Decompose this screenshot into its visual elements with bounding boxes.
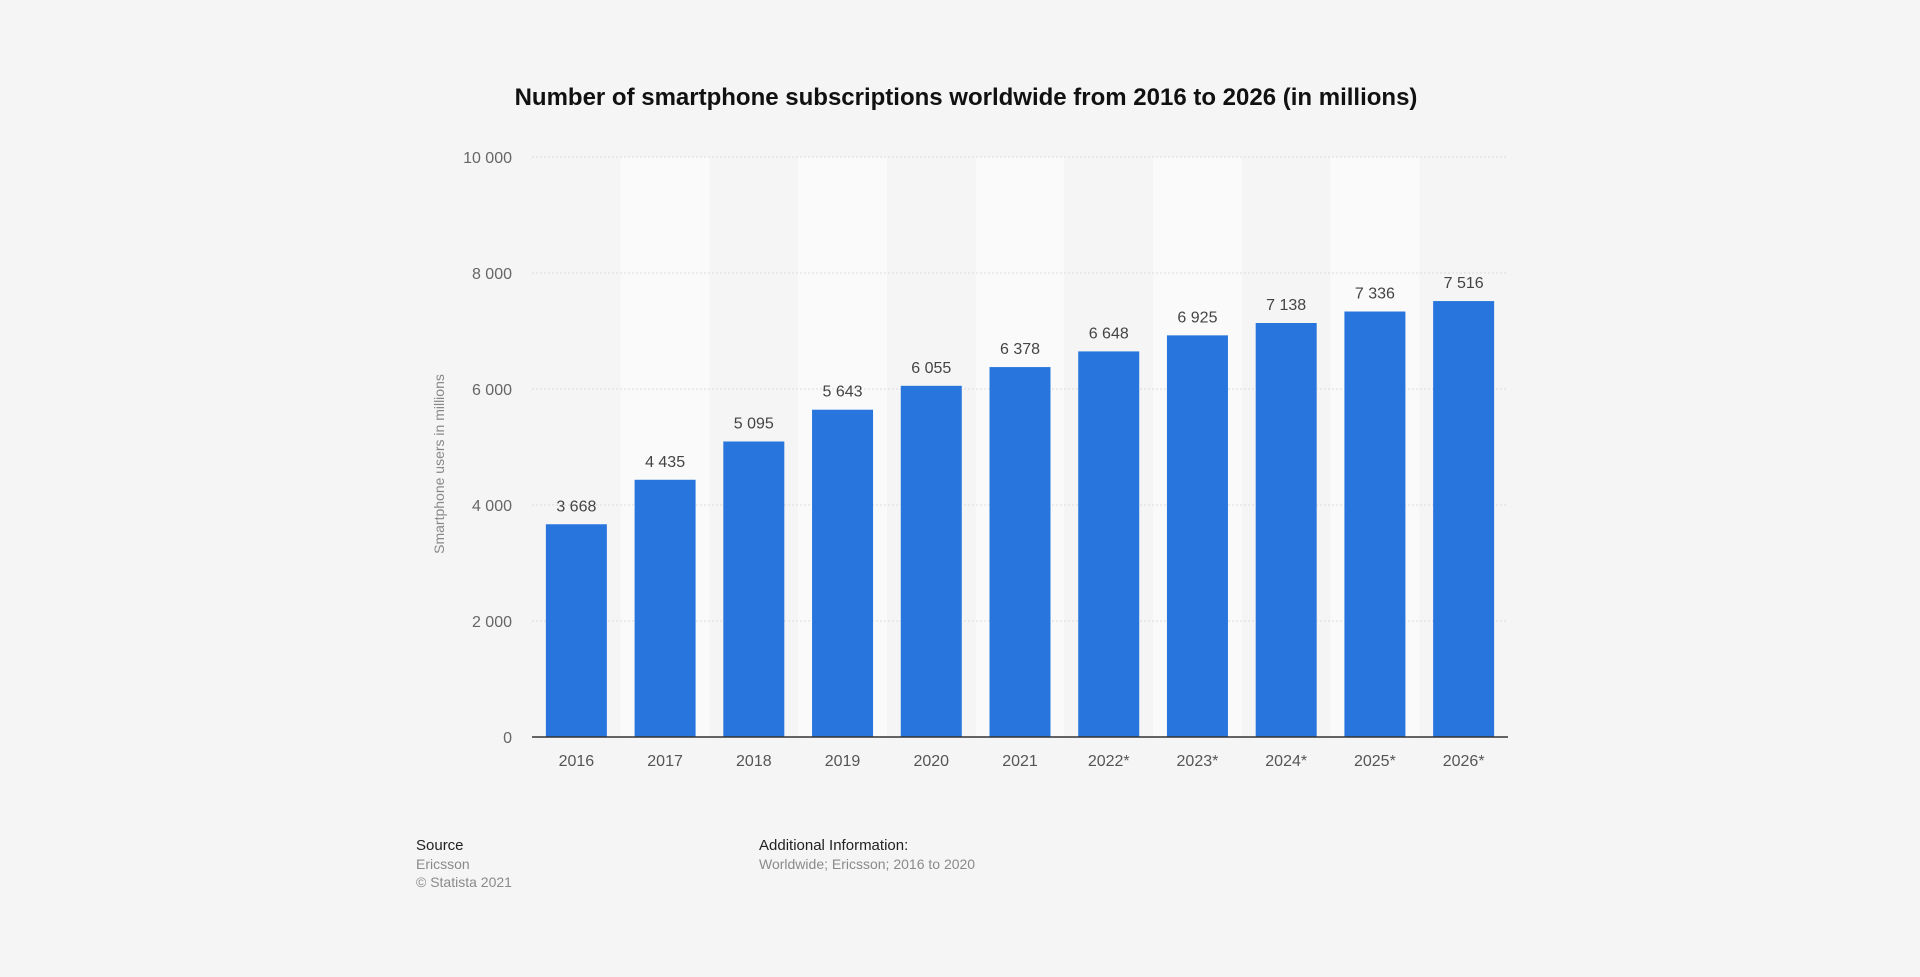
x-tick-label: 2023*: [1177, 753, 1219, 770]
bar-2024[interactable]: [1255, 322, 1317, 737]
y-axis-ticks: 0 2 000 4 000 6 000 8 000 10 000: [463, 150, 512, 747]
x-axis-ticks: 2016 2017 2018 2019 2020 2021 2022* 2023* 2024* 2…: [559, 753, 1485, 770]
x-tick-label: 2024*: [1265, 753, 1307, 770]
x-tick-label: 2021: [1002, 753, 1038, 770]
bar-2022[interactable]: [1078, 351, 1140, 737]
x-tick-label: 2019: [825, 753, 861, 770]
bar-2023[interactable]: [1166, 335, 1228, 737]
bar-2019[interactable]: [812, 409, 874, 737]
x-tick-label: 2017: [647, 753, 683, 770]
source-heading: Source: [416, 837, 464, 854]
bar-2020[interactable]: [900, 385, 962, 737]
y-tick-label: 2 000: [472, 614, 512, 631]
value-label: 6 378: [1000, 341, 1040, 358]
y-tick-label: 6 000: [472, 382, 512, 399]
value-label: 6 925: [1177, 309, 1217, 326]
x-tick-label: 2025*: [1354, 753, 1396, 770]
additional-info-heading: Additional Information:: [759, 837, 909, 854]
value-label: 7 516: [1444, 275, 1484, 292]
value-label: 6 055: [911, 360, 951, 377]
copyright-text: © Statista 2021: [416, 874, 512, 890]
bar-2016[interactable]: [545, 524, 607, 737]
source-name: Ericsson: [416, 856, 470, 872]
y-tick-label: 10 000: [463, 150, 512, 167]
x-tick-label: 2020: [913, 753, 949, 770]
x-tick-label: 2016: [559, 753, 595, 770]
value-label: 3 668: [556, 498, 596, 515]
value-label: 5 095: [734, 415, 774, 432]
chart-title: Number of smartphone subscriptions world…: [515, 84, 1418, 111]
bar-2018[interactable]: [723, 441, 785, 737]
y-tick-label: 4 000: [472, 498, 512, 515]
x-tick-label: 2018: [736, 753, 772, 770]
y-axis-title: Smartphone users in millions: [431, 374, 447, 554]
y-tick-label: 8 000: [472, 266, 512, 283]
source-block: Source Ericsson © Statista 2021: [416, 837, 512, 891]
value-label: 7 336: [1355, 286, 1395, 303]
bar-2017[interactable]: [634, 479, 696, 737]
y-tick-label: 0: [503, 730, 512, 747]
additional-info-block: Additional Information: Worldwide; Erics…: [759, 837, 975, 873]
bar-2026[interactable]: [1433, 301, 1495, 737]
x-tick-label: 2026*: [1443, 753, 1485, 770]
value-label: 6 648: [1089, 325, 1129, 342]
value-label: 7 138: [1266, 297, 1306, 314]
bar-2025[interactable]: [1344, 311, 1406, 737]
bars: [545, 301, 1495, 737]
x-tick-label: 2022*: [1088, 753, 1130, 770]
value-label: 5 643: [823, 384, 863, 401]
additional-info-text: Worldwide; Ericsson; 2016 to 2020: [759, 856, 976, 872]
value-label: 4 435: [645, 454, 685, 471]
bar-2021[interactable]: [989, 367, 1051, 737]
value-labels: 3 668 4 435 5 095 5 643 6 055 6 378 6 648 6 925…: [556, 275, 1483, 515]
